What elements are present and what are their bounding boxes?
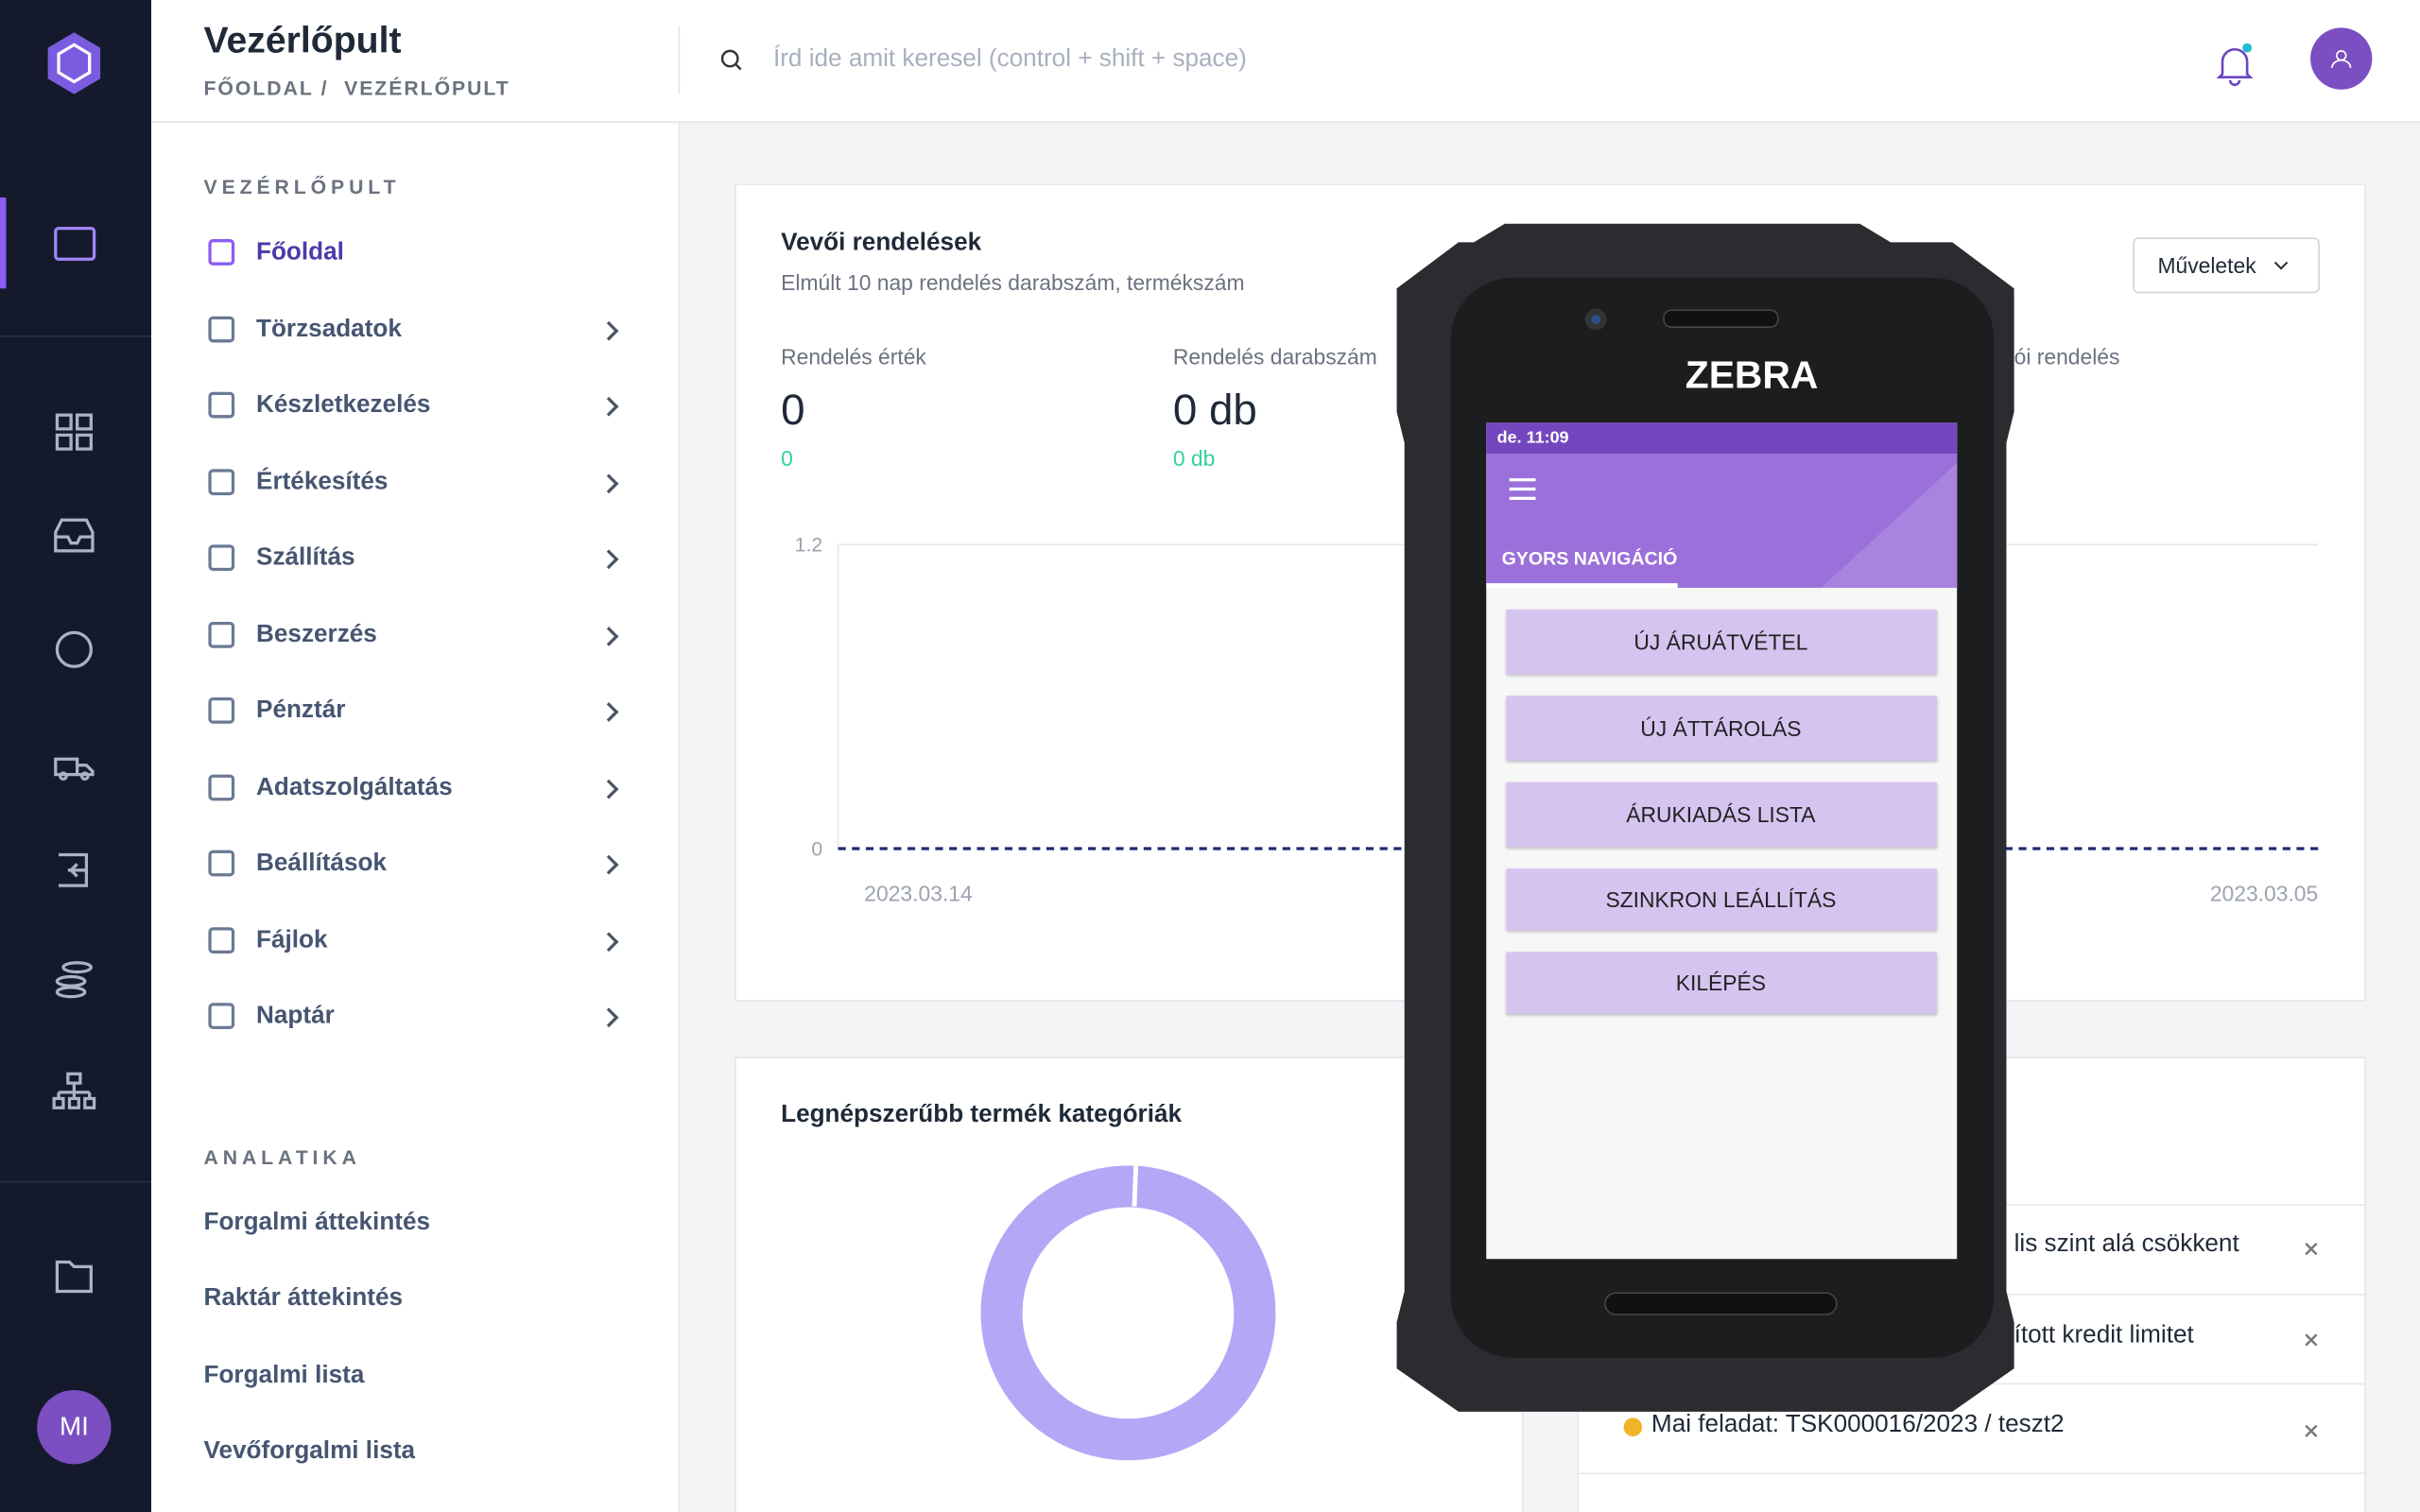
menu-item[interactable]: Naptár	[256, 1003, 335, 1029]
menu-icon	[208, 391, 235, 419]
card-title: Legnépszerűbb termék kategóriák	[781, 1101, 1183, 1128]
menu-icon	[208, 621, 235, 647]
menu-icon	[208, 544, 235, 572]
y-label: 1.2	[794, 533, 823, 557]
page-title: Vezérlőpult	[203, 20, 402, 62]
stat-value: 0 db	[1172, 386, 1257, 434]
device-button-label: ÁRUKIADÁS LISTA	[1626, 801, 1816, 828]
x-label: 2023.03.05	[2209, 881, 2319, 906]
card-title: Vevői rendelések	[781, 230, 982, 257]
menu-icon	[208, 315, 235, 342]
menu-item[interactable]: Értékesítés	[256, 468, 389, 495]
device-button[interactable]	[1506, 868, 1937, 931]
device-button-label: ÚJ ÁRUÁTVÉTEL	[1634, 629, 1808, 655]
menu-item[interactable]: Főoldal	[256, 239, 344, 266]
stat-value: 0	[781, 386, 805, 434]
menu-item[interactable]: Fájlok	[256, 926, 328, 954]
search-input[interactable]: Írd ide amit keresel (control + shift + …	[772, 45, 1247, 73]
stat-delta: 0	[781, 445, 793, 471]
x-label: 2023.03.14	[864, 881, 973, 906]
menu-item[interactable]: Szállítás	[256, 544, 355, 572]
menu-item[interactable]: Forgalmi lista	[203, 1362, 365, 1389]
menu-icon	[208, 1003, 235, 1029]
stat-label: ói rendelés	[2014, 344, 2120, 369]
menu-item[interactable]: Vevőforgalmi lista	[203, 1437, 416, 1465]
menu-item[interactable]: Raktár áttekintés	[203, 1285, 404, 1313]
menu-item[interactable]: Készletkezelés	[256, 391, 431, 419]
menu-item[interactable]: Adatszolgáltatás	[256, 773, 453, 800]
stat-label: Rendelés darabszám	[1172, 344, 1377, 369]
device-button[interactable]	[1506, 782, 1937, 848]
actions-button[interactable]: Műveletek	[2157, 252, 2256, 278]
section-label: VEZÉRLŐPULT	[203, 175, 401, 198]
breadcrumb: FŐOLDAL	[203, 76, 314, 100]
device-button[interactable]	[1506, 696, 1937, 761]
menu-icon	[208, 696, 235, 724]
device-button[interactable]	[1506, 609, 1937, 675]
stat-label: Rendelés érték	[781, 344, 926, 369]
menu-item[interactable]: Törzsadatok	[256, 315, 402, 342]
menu-icon	[208, 239, 235, 266]
notification: ított kredit limitet	[2014, 1322, 2194, 1349]
card-subtitle: Elmúlt 10 nap rendelés darabszám, termék…	[781, 269, 1245, 295]
breadcrumb: /	[320, 76, 329, 100]
notification: lis szint alá csökkent	[2014, 1230, 2239, 1258]
menu-item[interactable]: Beszerzés	[256, 621, 377, 647]
avatar: MI	[59, 1411, 89, 1441]
menu-icon	[208, 773, 235, 800]
device-button[interactable]	[1506, 952, 1937, 1014]
device-button-label: KILÉPÉS	[1675, 970, 1767, 996]
device-brand: ZEBRA	[1685, 353, 1819, 398]
nav-tab: GYORS NAVIGÁCIÓ	[1501, 547, 1678, 570]
menu-icon	[208, 926, 235, 954]
menu-item[interactable]: Forgalmi áttekintés	[203, 1209, 431, 1236]
notification: Mai feladat: TSK000016/2023 / teszt2	[1651, 1411, 2065, 1438]
menu-item[interactable]: Beállítások	[256, 850, 387, 877]
breadcrumb: VEZÉRLŐPULT	[344, 76, 510, 100]
section-label: ANALATIKA	[203, 1145, 361, 1169]
device-button-label: SZINKRON LEÁLLÍTÁS	[1605, 886, 1837, 912]
menu-icon	[208, 468, 235, 495]
status-time: de. 11:09	[1496, 428, 1569, 448]
device-button-label: ÚJ ÁTTÁROLÁS	[1640, 715, 1802, 741]
y-label: 0	[811, 836, 823, 861]
menu-icon	[208, 850, 235, 877]
menu-item[interactable]: Pénztár	[256, 696, 346, 724]
stat-delta: 0 db	[1172, 445, 1216, 471]
